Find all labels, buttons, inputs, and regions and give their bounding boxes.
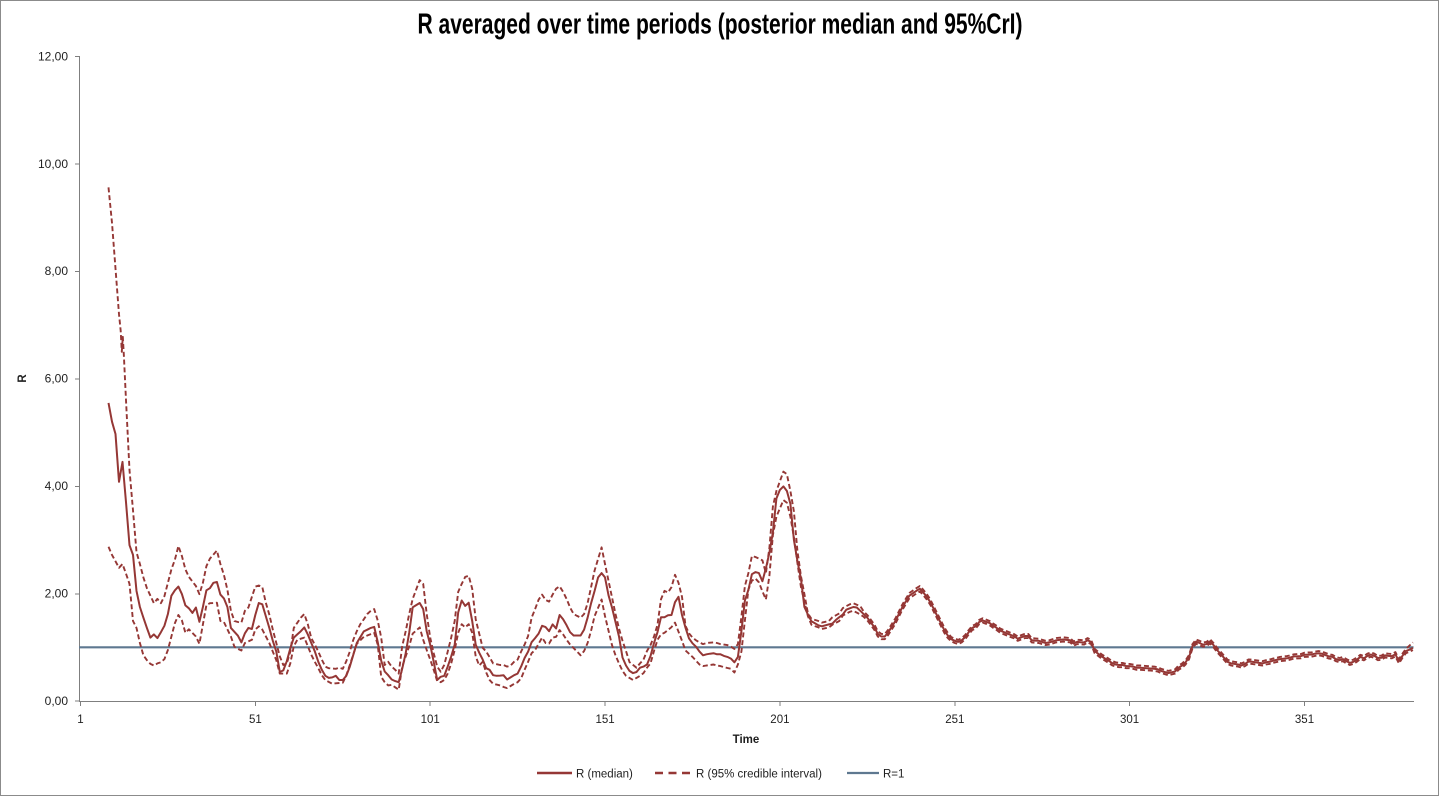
svg-text:101: 101 <box>421 714 440 726</box>
svg-text:2,00: 2,00 <box>45 587 69 601</box>
svg-text:6,00: 6,00 <box>45 372 69 386</box>
svg-text:201: 201 <box>770 714 789 726</box>
svg-text:351: 351 <box>1295 714 1314 726</box>
svg-text:10,00: 10,00 <box>38 157 68 171</box>
svg-text:151: 151 <box>596 714 615 726</box>
svg-text:1: 1 <box>77 714 83 726</box>
svg-text:251: 251 <box>945 714 964 726</box>
svg-text:Time: Time <box>733 734 760 746</box>
svg-text:R: R <box>17 374 29 383</box>
svg-text:51: 51 <box>249 714 262 726</box>
svg-text:R (median): R (median) <box>576 769 633 781</box>
svg-text:301: 301 <box>1120 714 1139 726</box>
svg-text:R (95% credible interval): R (95% credible interval) <box>696 769 822 781</box>
svg-text:R averaged over time periods (: R averaged over time periods (posterior … <box>418 9 1023 41</box>
svg-text:4,00: 4,00 <box>45 479 69 493</box>
svg-text:12,00: 12,00 <box>38 49 68 63</box>
svg-text:R=1: R=1 <box>883 769 904 781</box>
svg-text:0,00: 0,00 <box>45 694 69 708</box>
svg-text:8,00: 8,00 <box>45 264 69 278</box>
